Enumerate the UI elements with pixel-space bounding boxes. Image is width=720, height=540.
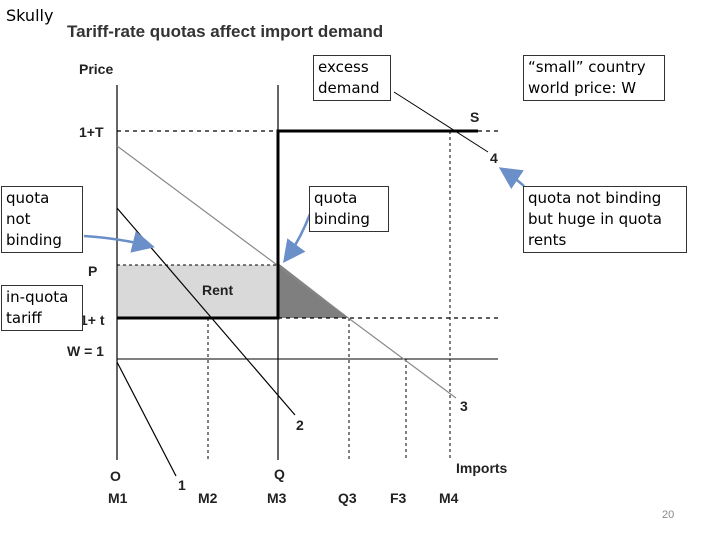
- quota-binding-callout: quota binding: [309, 186, 389, 232]
- imports-axis-title: Imports: [456, 460, 508, 476]
- q-label: Q: [274, 466, 285, 482]
- demand-curve-3: [116, 145, 457, 399]
- quota-binding-line-2: binding: [314, 210, 370, 228]
- in-quota-tariff-callout: in-quota tariff: [1, 285, 83, 331]
- slide-title: Tariff-rate quotas affect import demand: [67, 22, 384, 41]
- demand-2-label: 2: [296, 417, 304, 433]
- demand-3-label: 3: [460, 398, 468, 414]
- demand-curve-1: [116, 361, 177, 477]
- quota-binding-line-1: quota: [314, 189, 358, 207]
- arrow-binding: [283, 213, 312, 264]
- supply-label: S: [470, 109, 480, 125]
- small-country-line-2: world price: W: [528, 79, 637, 97]
- quota-huge-rents-callout: quota not binding but huge in quota rent…: [523, 186, 687, 253]
- quota-not-binding-callout: quota not binding: [1, 186, 83, 253]
- quota-price-label: P: [88, 263, 98, 279]
- high-tariff-label: 1+T: [79, 124, 104, 140]
- rent-area: [117, 265, 278, 318]
- excess-demand-area: [278, 263, 349, 318]
- m4-label: M4: [439, 490, 459, 506]
- low-tariff-label: 1+ t: [80, 312, 105, 328]
- q3-label: Q3: [338, 490, 357, 506]
- in-quota-tariff-line-2: tariff: [6, 309, 42, 327]
- arrow-not-binding: [83, 230, 155, 253]
- demand-4-label: 4: [490, 150, 498, 166]
- page-number: 20: [662, 509, 675, 521]
- author-label: Skully: [6, 6, 54, 25]
- small-country-line-1: “small” country: [528, 58, 646, 76]
- quota-huge-rents-line-1: quota not binding: [528, 189, 662, 207]
- quota-not-binding-line-2: not: [6, 210, 31, 228]
- price-axis-title: Price: [79, 61, 114, 77]
- excess-demand-callout: excess demand: [313, 55, 391, 101]
- quota-huge-rents-line-3: rents: [528, 231, 567, 249]
- in-quota-tariff-line-1: in-quota: [6, 288, 69, 306]
- quota-not-binding-line-1: quota: [6, 189, 50, 207]
- m2-label: M2: [198, 490, 218, 506]
- m3-label: M3: [267, 490, 287, 506]
- excess-demand-line-2: demand: [318, 79, 380, 97]
- world-price-label: W = 1: [67, 343, 104, 359]
- demand-curve-4-leader: [393, 91, 489, 153]
- quota-not-binding-line-3: binding: [6, 231, 62, 249]
- arrow-huge-rents: [498, 167, 525, 190]
- m1-label: M1: [108, 490, 128, 506]
- f3-label: F3: [390, 490, 407, 506]
- demand-1-label: 1: [178, 477, 186, 493]
- excess-demand-line-1: excess: [318, 58, 369, 76]
- small-country-callout: “small” country world price: W: [523, 55, 665, 101]
- origin-label: O: [110, 468, 121, 484]
- rent-label: Rent: [202, 282, 234, 298]
- supply-curve: [117, 129, 478, 320]
- quota-huge-rents-line-2: but huge in quota: [528, 210, 662, 228]
